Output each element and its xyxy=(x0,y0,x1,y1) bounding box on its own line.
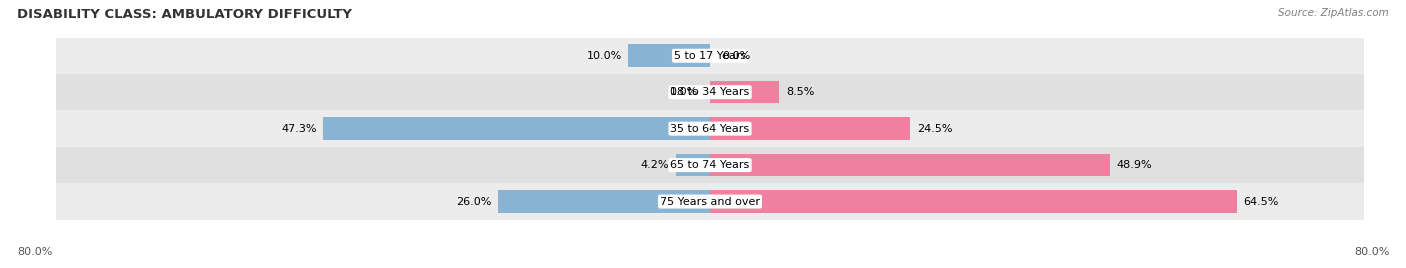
Bar xyxy=(323,117,710,140)
Bar xyxy=(628,44,710,67)
Bar xyxy=(676,154,710,176)
Text: 65 to 74 Years: 65 to 74 Years xyxy=(671,160,749,170)
Text: 48.9%: 48.9% xyxy=(1116,160,1152,170)
Text: 80.0%: 80.0% xyxy=(1354,247,1389,257)
Text: 5 to 17 Years: 5 to 17 Years xyxy=(673,51,747,61)
Text: 18 to 34 Years: 18 to 34 Years xyxy=(671,87,749,97)
Bar xyxy=(710,190,1237,213)
Bar xyxy=(56,183,1364,220)
Bar xyxy=(56,74,1364,110)
Text: 35 to 64 Years: 35 to 64 Years xyxy=(671,124,749,134)
Text: DISABILITY CLASS: AMBULATORY DIFFICULTY: DISABILITY CLASS: AMBULATORY DIFFICULTY xyxy=(17,8,352,21)
Text: 26.0%: 26.0% xyxy=(456,196,491,207)
Text: 8.5%: 8.5% xyxy=(786,87,814,97)
Text: 4.2%: 4.2% xyxy=(641,160,669,170)
Text: 0.0%: 0.0% xyxy=(669,87,697,97)
Text: 10.0%: 10.0% xyxy=(586,51,621,61)
Text: 0.0%: 0.0% xyxy=(723,51,751,61)
Text: 75 Years and over: 75 Years and over xyxy=(659,196,761,207)
Text: Source: ZipAtlas.com: Source: ZipAtlas.com xyxy=(1278,8,1389,18)
Bar xyxy=(498,190,710,213)
Bar xyxy=(710,154,1109,176)
Text: 24.5%: 24.5% xyxy=(917,124,952,134)
Text: 64.5%: 64.5% xyxy=(1244,196,1279,207)
Bar xyxy=(710,81,779,103)
Text: 47.3%: 47.3% xyxy=(281,124,316,134)
Bar xyxy=(56,147,1364,183)
Bar xyxy=(710,117,910,140)
Bar xyxy=(56,38,1364,74)
Bar xyxy=(56,110,1364,147)
Text: 80.0%: 80.0% xyxy=(17,247,52,257)
